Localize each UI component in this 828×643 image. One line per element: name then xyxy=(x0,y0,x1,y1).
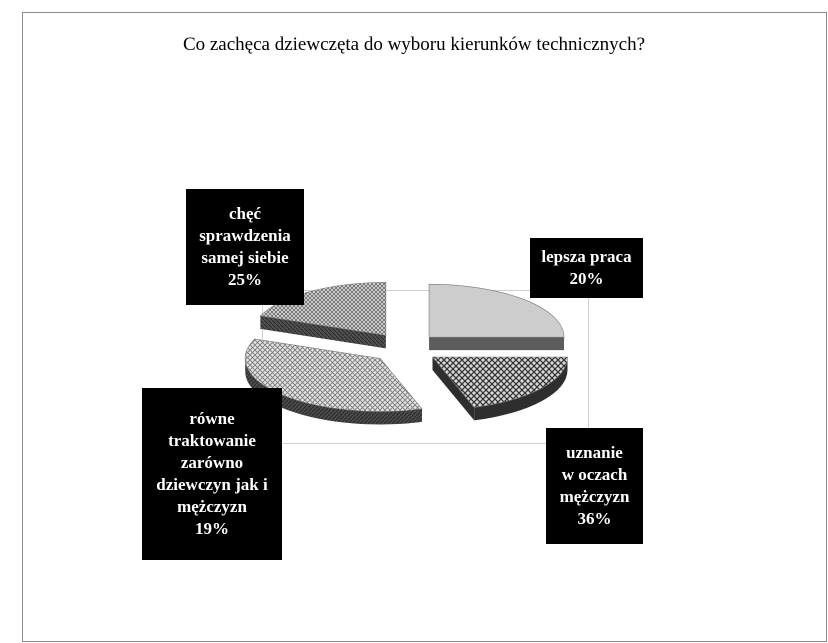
chart-title: Co zachęca dziewczęta do wyboru kierunkó… xyxy=(182,34,646,55)
data-label-line: dziewczyn jak i xyxy=(156,475,268,494)
data-label-line: uznanie xyxy=(566,443,623,462)
data-label-line: traktowanie xyxy=(168,431,256,450)
data-label-line: 25% xyxy=(228,270,262,289)
data-label-slice-3: równe traktowanie zarówno dziewczyn jak i mę… xyxy=(142,388,282,560)
data-label-slice-2: uznanie w oczach mężczyzn 36% xyxy=(546,428,643,544)
pie-slice-1 xyxy=(431,356,568,408)
pie-slice-3 xyxy=(259,282,387,336)
data-label-line: 36% xyxy=(577,509,612,528)
pie-slice-cut-1 xyxy=(432,356,475,421)
pie-slice-cut-3 xyxy=(260,315,386,349)
pie-slice-cut-0 xyxy=(429,337,565,351)
pie-slice-side-1 xyxy=(474,356,568,421)
data-label-slice-0: chęć sprawdzenia samej siebie 25% xyxy=(186,189,304,305)
data-label-line: równe xyxy=(189,409,235,428)
data-label-line: chęć xyxy=(228,204,262,223)
data-label-line: mężczyzn xyxy=(177,497,247,516)
data-label-slice-1: lepsza praca 20% xyxy=(530,238,643,298)
data-label-line: mężczyzn xyxy=(559,487,630,506)
pie-slice-0 xyxy=(428,283,565,338)
data-label-line: sprawdzenia xyxy=(199,226,291,245)
data-label-line: 20% xyxy=(569,269,604,288)
data-label-line: samej siebie xyxy=(201,248,289,267)
pie-slice-side-2 xyxy=(245,358,422,425)
data-label-line: w oczach xyxy=(561,465,628,484)
data-label-line: zarówno xyxy=(180,453,244,472)
data-label-line: lepsza praca xyxy=(541,247,632,266)
data-label-line: 19% xyxy=(195,519,229,538)
